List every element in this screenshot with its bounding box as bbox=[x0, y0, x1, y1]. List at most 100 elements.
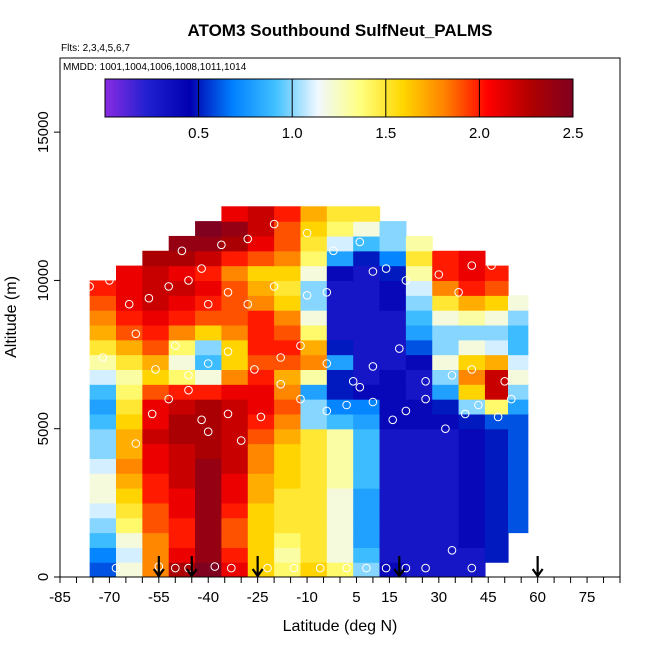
heatmap-cell bbox=[432, 458, 460, 474]
heatmap-cell bbox=[326, 310, 354, 326]
heatmap-cell bbox=[432, 280, 460, 296]
heatmap-cell bbox=[405, 562, 433, 577]
heatmap-cell bbox=[221, 324, 249, 341]
heatmap-cell bbox=[300, 250, 328, 267]
heatmap-cell bbox=[379, 428, 407, 445]
heatmap-cell bbox=[116, 369, 143, 385]
heatmap-cell bbox=[116, 488, 143, 504]
heatmap-cell bbox=[247, 413, 275, 430]
observation-point bbox=[421, 394, 430, 404]
observation-point bbox=[210, 562, 220, 571]
heatmap-cell bbox=[89, 532, 117, 548]
heatmap-cell bbox=[458, 324, 486, 341]
heatmap-cell bbox=[353, 532, 381, 548]
heatmap-cell bbox=[300, 413, 328, 430]
heatmap-cell bbox=[221, 265, 249, 282]
observation-point bbox=[124, 299, 134, 309]
heatmap-cell bbox=[405, 443, 433, 459]
heatmap-cell bbox=[195, 488, 223, 504]
heatmap-cell bbox=[274, 295, 302, 311]
heatmap-cell bbox=[195, 265, 223, 282]
heatmap-cell bbox=[379, 517, 407, 534]
heatmap-cell bbox=[89, 502, 117, 519]
heatmap-cell bbox=[142, 488, 170, 504]
heatmap-cell bbox=[168, 310, 196, 326]
heatmap-cell bbox=[300, 488, 328, 504]
heatmap-cell bbox=[274, 532, 302, 548]
heatmap-cell bbox=[274, 280, 302, 296]
heatmap-cell bbox=[432, 532, 460, 548]
heatmap-cell bbox=[195, 339, 223, 356]
observation-point bbox=[315, 563, 325, 573]
heatmap-cell bbox=[326, 562, 354, 577]
observation-point bbox=[467, 563, 477, 573]
profile-markers bbox=[152, 556, 544, 578]
heatmap-cell bbox=[116, 399, 143, 415]
heatmap-cell bbox=[458, 488, 486, 504]
heatmap-cell bbox=[326, 295, 354, 311]
heatmap-cell bbox=[221, 532, 249, 548]
observation-point bbox=[85, 282, 94, 291]
observation-point bbox=[454, 288, 463, 297]
heatmap-cell bbox=[405, 369, 433, 385]
heatmap-cell bbox=[142, 339, 170, 356]
heatmap-cell bbox=[116, 532, 143, 548]
heatmap-cell bbox=[326, 324, 354, 341]
heatmap-cell bbox=[247, 443, 275, 459]
heatmap-cell bbox=[168, 339, 196, 356]
heatmap-cell bbox=[168, 502, 196, 519]
observation-point bbox=[401, 563, 411, 573]
x-tick-label: -25 bbox=[247, 589, 269, 606]
heatmap-cell bbox=[142, 517, 170, 534]
heatmap-cell bbox=[353, 265, 381, 282]
heatmap-cell bbox=[247, 428, 275, 445]
colorbar-ticks: 0.5 1.0 1.5 2.0 2.5 bbox=[188, 79, 583, 142]
heatmap-cell bbox=[458, 384, 486, 400]
observation-point bbox=[401, 276, 411, 285]
heatmap-cell bbox=[484, 280, 509, 296]
heatmap-cell bbox=[221, 428, 249, 445]
heatmap-cell bbox=[508, 324, 529, 341]
observation-point bbox=[493, 412, 503, 422]
observation-point bbox=[217, 240, 226, 250]
heatmap-cell bbox=[300, 532, 328, 548]
heatmap-cell bbox=[458, 399, 486, 415]
heatmap-cell bbox=[458, 280, 486, 296]
heatmap-cell bbox=[195, 547, 223, 563]
heatmap-cell bbox=[432, 265, 460, 282]
heatmap-cell bbox=[300, 502, 328, 519]
heatmap-cell bbox=[405, 250, 433, 267]
heatmap-cell bbox=[142, 413, 170, 430]
heatmap-cell bbox=[405, 502, 433, 519]
heatmap-cell bbox=[458, 310, 486, 326]
heatmap-cell bbox=[195, 532, 223, 548]
heatmap-cell bbox=[405, 339, 433, 356]
heatmap-cell bbox=[432, 428, 460, 445]
heatmap-cell bbox=[247, 280, 275, 296]
heatmap-cell bbox=[116, 547, 143, 563]
heatmap-cell bbox=[168, 235, 196, 252]
heatmap-cell bbox=[484, 369, 509, 385]
heatmap-cell bbox=[195, 295, 223, 311]
observation-point bbox=[368, 397, 378, 407]
observation-point bbox=[355, 382, 365, 392]
observation-point bbox=[263, 563, 272, 573]
heatmap-cell bbox=[89, 384, 117, 400]
heatmap-cell bbox=[432, 443, 460, 459]
heatmap-cell bbox=[379, 384, 407, 400]
heatmap-cell bbox=[458, 339, 486, 356]
heatmap-cell bbox=[326, 488, 354, 504]
heatmap-cell bbox=[195, 502, 223, 519]
heatmap-cell bbox=[142, 250, 170, 267]
heatmap-cell bbox=[458, 295, 486, 311]
x-axis-label: Latitude (deg N) bbox=[283, 618, 398, 635]
heatmap-cell bbox=[405, 310, 433, 326]
observation-point bbox=[164, 282, 173, 291]
heatmap-cell bbox=[195, 310, 223, 326]
profile-marker-arrowhead bbox=[185, 568, 198, 578]
observation-point bbox=[250, 365, 259, 374]
heatmap-cell bbox=[353, 399, 381, 415]
x-tick-label: 75 bbox=[579, 589, 596, 606]
heatmap-cell bbox=[142, 473, 170, 489]
heatmap-cell bbox=[379, 413, 407, 430]
